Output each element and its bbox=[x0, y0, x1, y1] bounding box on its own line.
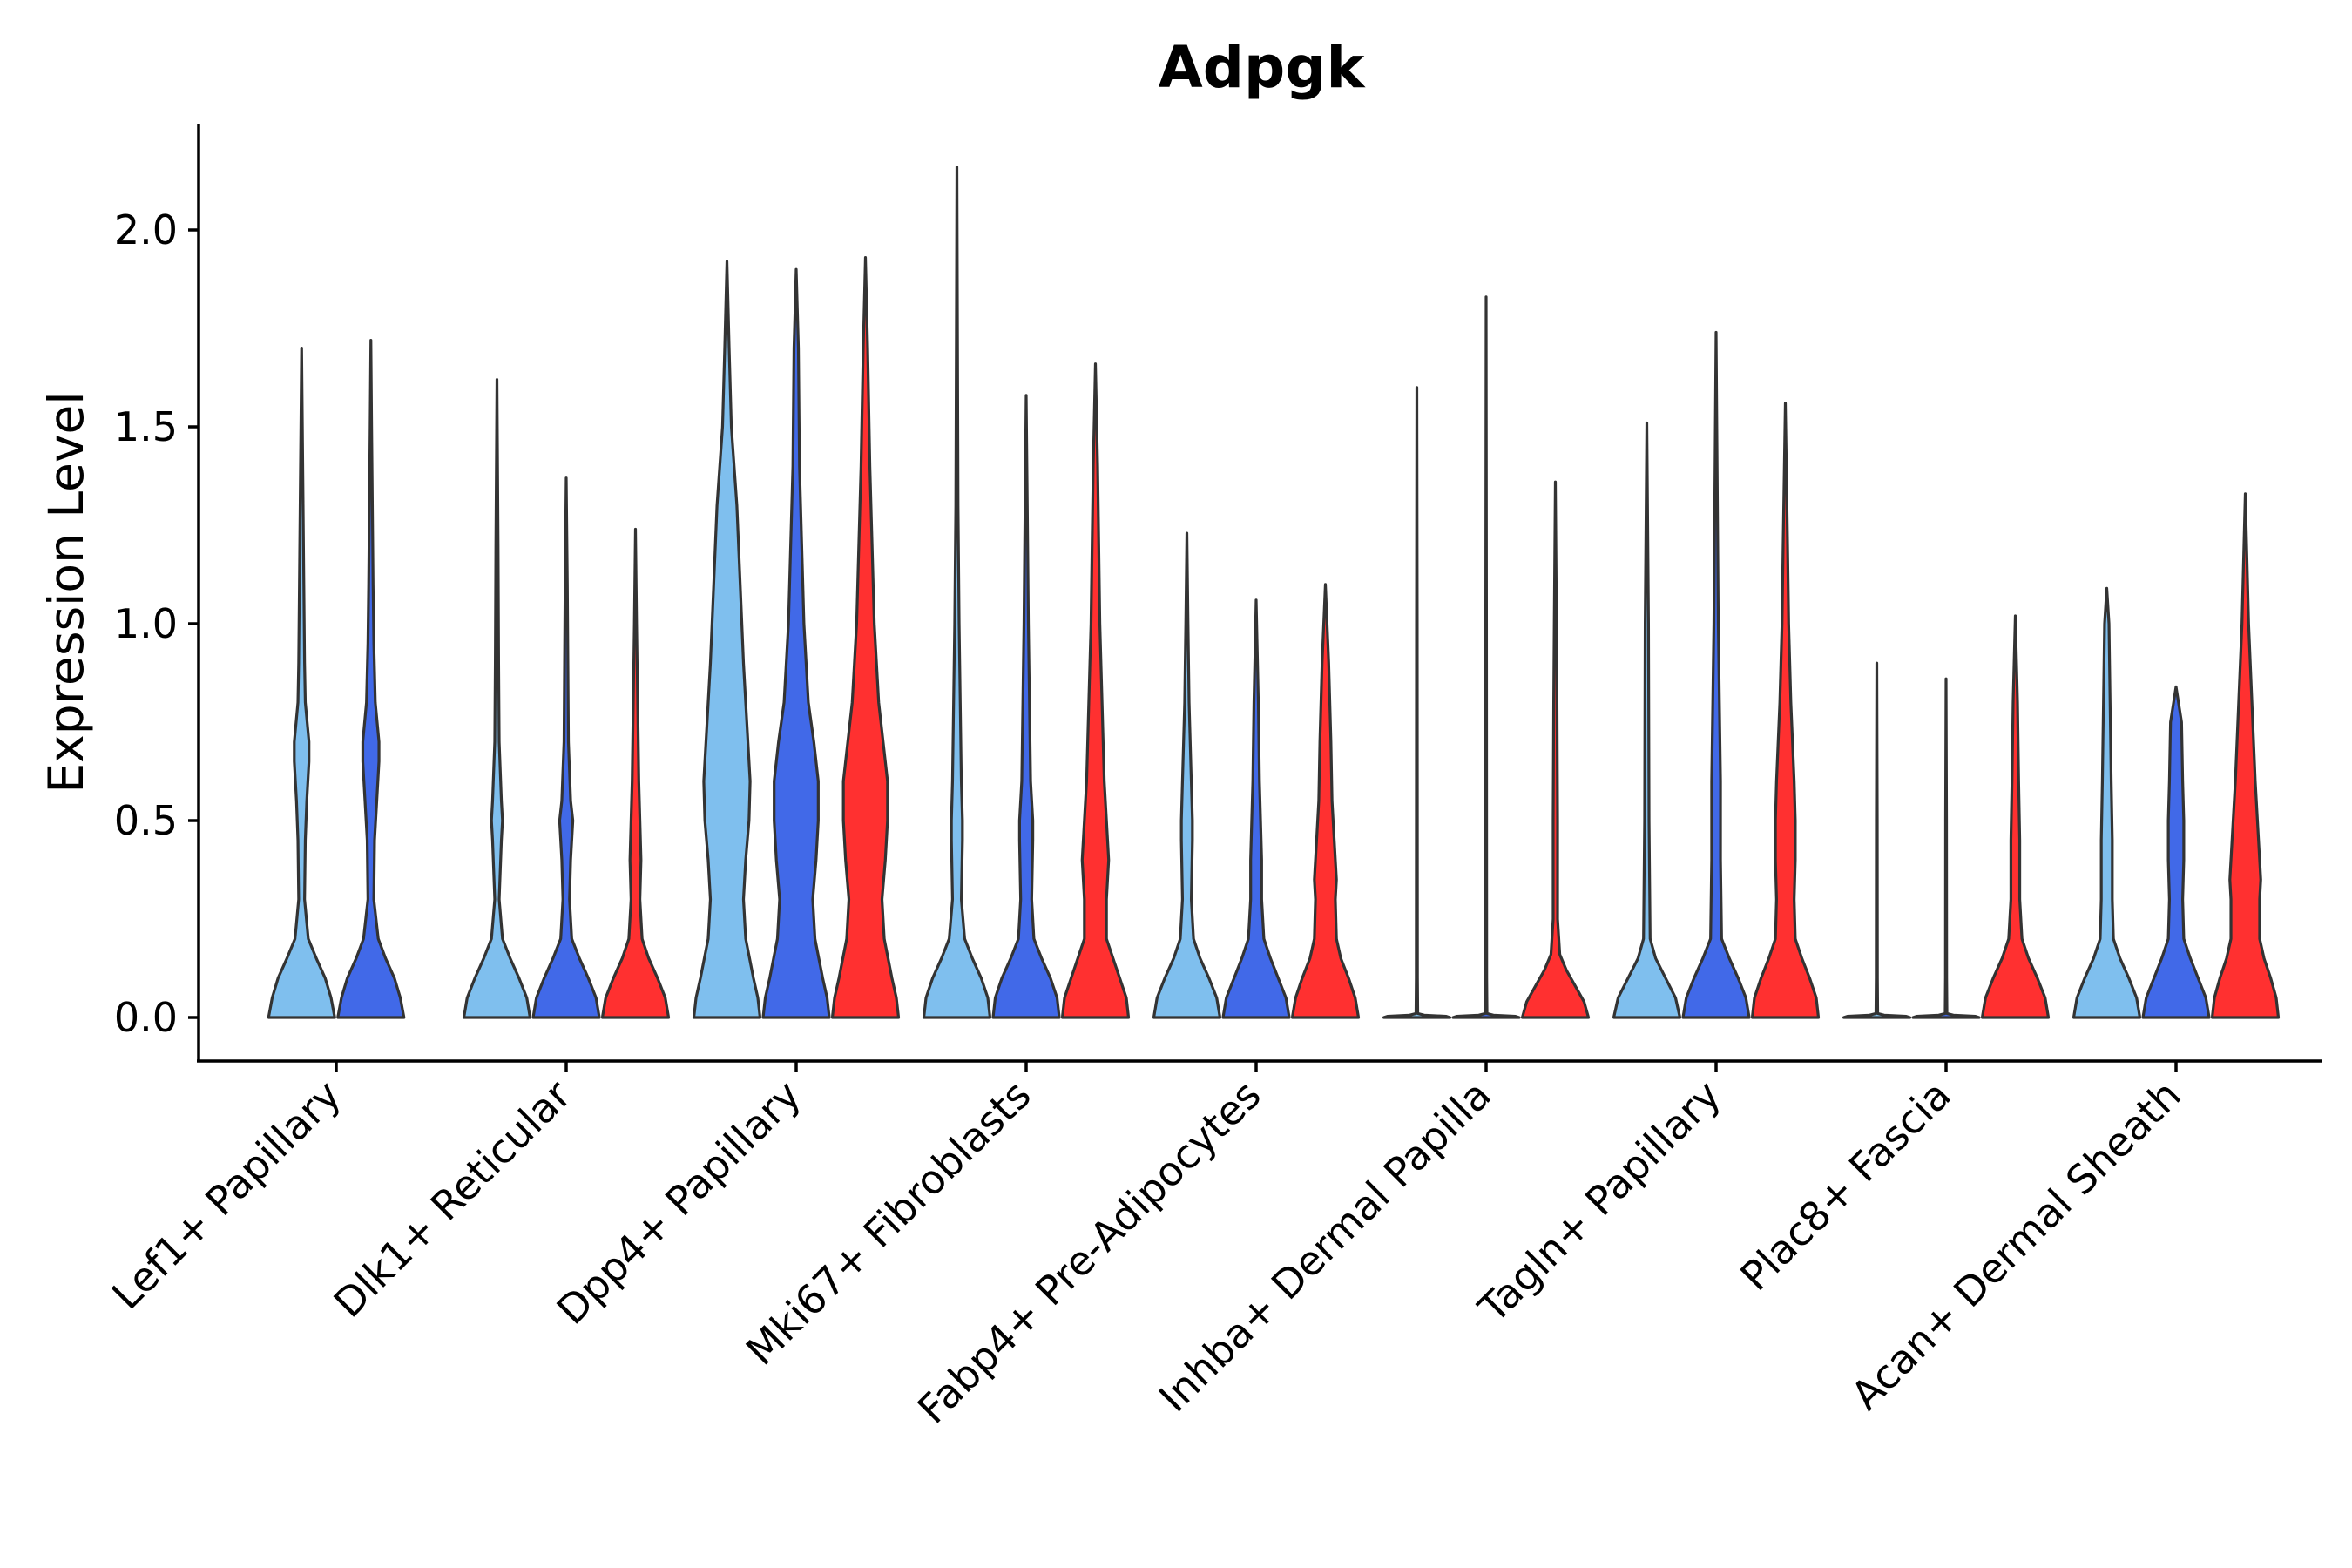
violin-group-1 bbox=[1612, 421, 1682, 1019]
chart-title: Adpgk bbox=[1159, 34, 1367, 101]
x-tick-label: Lef1+ Papillary bbox=[103, 1071, 350, 1319]
violin-group-3 bbox=[1750, 402, 1821, 1019]
violin-group-2 bbox=[1681, 330, 1751, 1019]
violin-group-1 bbox=[267, 347, 336, 1019]
x-tick-label: Plac8+ Fascia bbox=[1731, 1071, 1959, 1300]
y-axis-label: Expression Level bbox=[38, 391, 94, 793]
violin-group-3 bbox=[1290, 583, 1361, 1019]
violin-group-1 bbox=[2072, 586, 2142, 1019]
violin-group-2 bbox=[1221, 598, 1291, 1019]
violin-group-2 bbox=[761, 267, 831, 1019]
violin-group-1 bbox=[1842, 661, 1912, 1019]
violin-group-3 bbox=[1060, 362, 1131, 1019]
y-tick-label: 2.0 bbox=[114, 206, 178, 253]
violin-group-2 bbox=[991, 394, 1061, 1019]
violin-group-1 bbox=[1382, 386, 1452, 1019]
violin-group-3 bbox=[1980, 614, 2051, 1019]
y-tick-label: 0.5 bbox=[114, 797, 178, 844]
violins-layer bbox=[267, 166, 2281, 1019]
y-tick-label: 1.0 bbox=[114, 600, 178, 647]
y-tick-label: 0.0 bbox=[114, 994, 178, 1041]
violin-group-3 bbox=[1520, 480, 1591, 1019]
violin-group-2 bbox=[1911, 677, 1981, 1019]
violin-group-1 bbox=[922, 166, 992, 1019]
violin-group-2 bbox=[1451, 295, 1521, 1019]
y-axis: 0.0 0.5 1.0 1.5 2.0 bbox=[114, 206, 199, 1041]
violin-group-2 bbox=[531, 476, 601, 1019]
y-tick-label: 1.5 bbox=[114, 403, 178, 450]
violin-group-2 bbox=[336, 338, 406, 1019]
violin-group-2 bbox=[2141, 685, 2211, 1019]
violin-group-3 bbox=[600, 527, 671, 1019]
violin-group-1 bbox=[1152, 531, 1222, 1019]
x-tick-label: Tagln+ Papillary bbox=[1469, 1071, 1730, 1333]
violin-group-1 bbox=[462, 378, 532, 1019]
violin-group-3 bbox=[830, 256, 901, 1019]
violin-group-3 bbox=[2210, 492, 2281, 1019]
violin-group-1 bbox=[692, 260, 762, 1019]
x-tick-label: Dlk1+ Reticular bbox=[325, 1071, 580, 1327]
x-tick-label: Dpp4+ Papillary bbox=[548, 1071, 810, 1334]
